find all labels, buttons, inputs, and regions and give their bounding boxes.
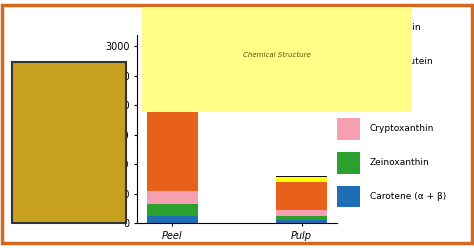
Bar [276, 182, 328, 210]
Bar [276, 220, 328, 223]
Text: Zeinoxanthin: Zeinoxanthin [370, 158, 429, 167]
Text: Cryptoxanthin: Cryptoxanthin [370, 124, 434, 133]
Text: Zeaxanthin: Zeaxanthin [370, 23, 421, 32]
FancyBboxPatch shape [337, 50, 360, 72]
Text: Carotene (α + β): Carotene (α + β) [370, 192, 446, 201]
Bar [146, 191, 198, 204]
Text: Lutein: Lutein [370, 91, 398, 99]
Bar [276, 216, 328, 220]
Bar [146, 204, 198, 216]
FancyBboxPatch shape [337, 152, 360, 174]
Bar [146, 82, 198, 88]
Bar [276, 210, 328, 216]
FancyBboxPatch shape [337, 118, 360, 140]
Y-axis label: μg/100 g FW: μg/100 g FW [92, 98, 102, 160]
Bar [276, 177, 328, 182]
Bar [276, 176, 328, 177]
Bar [146, 88, 198, 191]
FancyBboxPatch shape [337, 84, 360, 106]
Text: Chemical Structure: Chemical Structure [244, 52, 311, 58]
Bar [146, 216, 198, 223]
Bar [146, 75, 198, 82]
Text: Anhydrolutein: Anhydrolutein [370, 57, 433, 66]
FancyBboxPatch shape [337, 186, 360, 207]
FancyBboxPatch shape [337, 16, 360, 38]
